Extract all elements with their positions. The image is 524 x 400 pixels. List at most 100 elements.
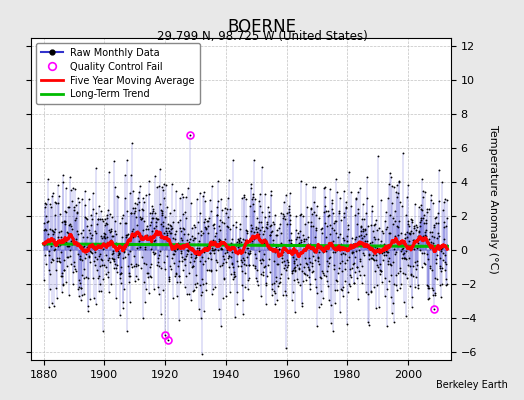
Point: [304, 241, 312, 248]
Point: [423, 251, 432, 257]
Point: [244, 250, 252, 256]
Point: [333, 189, 341, 196]
Point: [264, 262, 272, 268]
Point: [281, 262, 289, 268]
Point: [359, 226, 367, 232]
Point: [339, 234, 347, 241]
Point: [182, 194, 190, 200]
Point: [245, 262, 254, 268]
Point: [204, 218, 212, 224]
Point: [420, 220, 428, 226]
Point: [100, 232, 108, 239]
Point: [205, 266, 213, 273]
Point: [308, 211, 316, 218]
Point: [377, 238, 386, 245]
Point: [369, 256, 378, 262]
Point: [238, 297, 247, 304]
Point: [259, 257, 267, 264]
Point: [293, 230, 302, 236]
Point: [412, 245, 421, 251]
Point: [235, 238, 243, 244]
Point: [401, 212, 410, 219]
Point: [375, 304, 384, 310]
Point: [287, 240, 296, 246]
Point: [345, 169, 353, 176]
Point: [204, 215, 213, 222]
Point: [192, 272, 200, 278]
Point: [127, 210, 136, 216]
Point: [179, 225, 188, 231]
Point: [397, 281, 405, 288]
Point: [275, 275, 283, 281]
Point: [369, 227, 377, 234]
Point: [110, 256, 118, 262]
Point: [345, 243, 353, 250]
Point: [72, 268, 80, 274]
Point: [408, 294, 416, 300]
Point: [341, 251, 350, 257]
Point: [381, 275, 389, 281]
Point: [247, 228, 256, 234]
Point: [343, 289, 352, 295]
Point: [269, 237, 277, 244]
Point: [231, 248, 239, 254]
Point: [337, 241, 345, 248]
Point: [383, 248, 391, 255]
Point: [282, 220, 291, 227]
Point: [154, 255, 162, 262]
Point: [222, 210, 230, 217]
Point: [413, 224, 421, 230]
Point: [258, 209, 266, 216]
Point: [180, 284, 189, 290]
Point: [95, 253, 103, 259]
Point: [345, 280, 354, 287]
Point: [256, 202, 264, 209]
Point: [321, 184, 329, 190]
Point: [91, 262, 99, 268]
Point: [222, 242, 231, 248]
Point: [178, 254, 186, 260]
Point: [153, 216, 161, 222]
Point: [433, 245, 442, 251]
Point: [418, 250, 426, 256]
Point: [267, 228, 276, 234]
Point: [214, 238, 223, 244]
Point: [294, 265, 303, 272]
Point: [297, 300, 305, 306]
Point: [379, 241, 388, 247]
Point: [442, 222, 450, 229]
Point: [49, 257, 57, 263]
Point: [334, 243, 342, 249]
Point: [159, 222, 168, 229]
Point: [160, 180, 168, 187]
Point: [271, 212, 279, 218]
Point: [202, 243, 211, 249]
Point: [311, 234, 319, 240]
Point: [102, 252, 111, 258]
Point: [106, 228, 114, 235]
Point: [122, 240, 130, 246]
Point: [126, 248, 135, 254]
Point: [142, 226, 150, 232]
Point: [178, 191, 186, 198]
Point: [179, 230, 188, 237]
Point: [163, 203, 171, 210]
Point: [323, 257, 332, 264]
Point: [237, 257, 245, 264]
Point: [162, 229, 171, 236]
Point: [63, 242, 71, 249]
Point: [253, 278, 261, 284]
Point: [128, 228, 136, 234]
Point: [168, 180, 176, 187]
Point: [264, 242, 272, 248]
Point: [189, 287, 197, 294]
Point: [249, 262, 257, 268]
Point: [385, 230, 394, 237]
Point: [301, 221, 309, 228]
Text: BOERNE: BOERNE: [227, 18, 297, 36]
Point: [85, 254, 94, 261]
Point: [174, 257, 183, 264]
Point: [371, 236, 379, 242]
Point: [270, 287, 278, 294]
Point: [48, 256, 57, 262]
